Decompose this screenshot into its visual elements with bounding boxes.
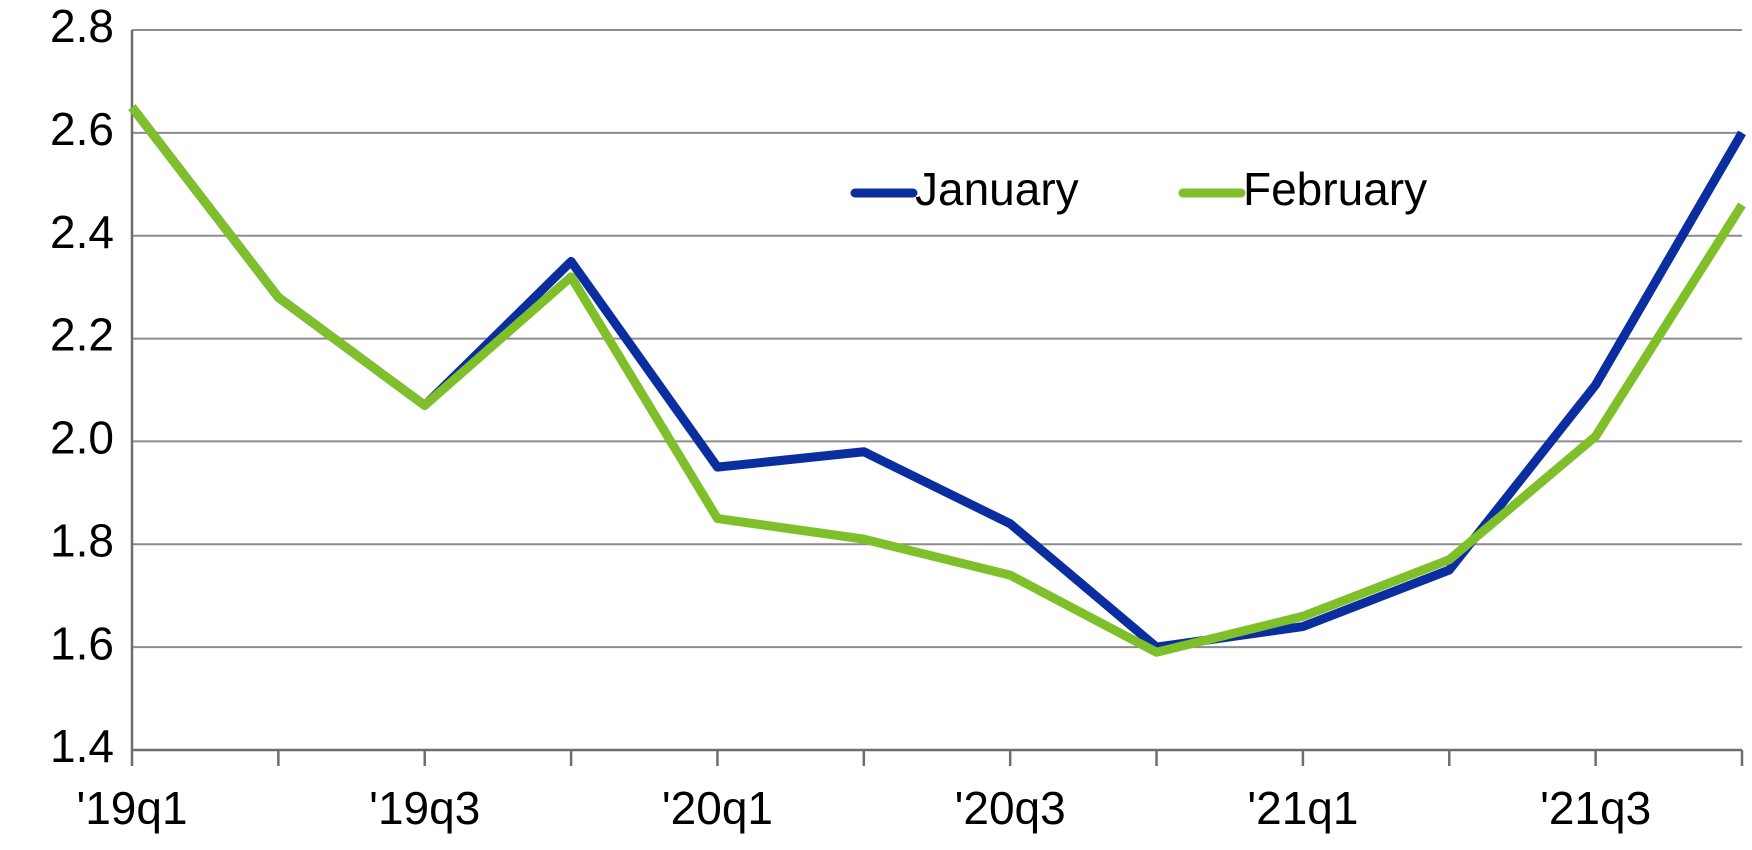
x-tick-label: '20q3 xyxy=(955,782,1066,834)
x-tick-label: '21q1 xyxy=(1247,782,1358,834)
legend-label: January xyxy=(915,163,1079,215)
y-tick-label: 1.8 xyxy=(50,514,114,566)
y-tick-label: 2.6 xyxy=(50,103,114,155)
y-tick-label: 2.0 xyxy=(50,412,114,464)
x-tick-label: '21q3 xyxy=(1540,782,1651,834)
y-tick-label: 1.4 xyxy=(50,720,114,772)
legend-label: February xyxy=(1243,163,1427,215)
line-series xyxy=(128,104,1746,657)
x-tick-label: '20q1 xyxy=(662,782,773,834)
y-tick-label: 2.2 xyxy=(50,309,114,361)
y-tick-label: 2.8 xyxy=(50,0,114,52)
y-tick-label: 1.6 xyxy=(50,617,114,669)
x-tick-label: '19q1 xyxy=(76,782,187,834)
y-tick-label: 2.4 xyxy=(50,206,114,258)
x-tick-label: '19q3 xyxy=(369,782,480,834)
